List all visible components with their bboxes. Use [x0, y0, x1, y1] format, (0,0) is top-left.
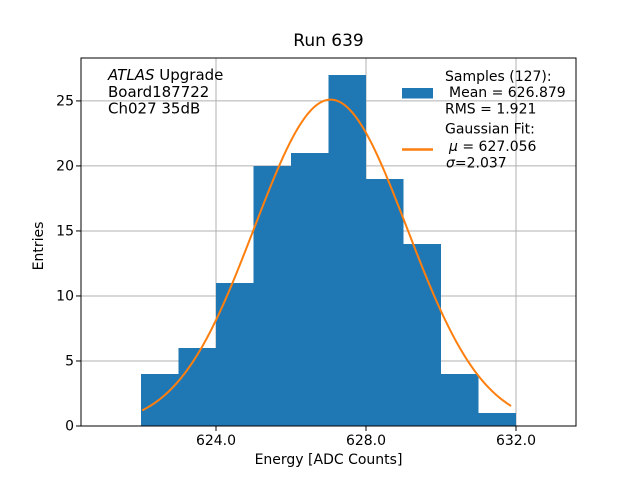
histogram-bar	[403, 244, 441, 426]
annotation-line-2: Board187722	[108, 83, 209, 101]
legend-samples-header: Samples (127):	[445, 69, 552, 85]
x-tick-label: 632.0	[496, 433, 536, 449]
y-tick-label: 25	[56, 93, 74, 109]
x-axis: 624.0 628.0 632.0	[196, 426, 536, 449]
annotation-atlas-italic: ATLAS	[107, 66, 155, 84]
legend-rms-value: RMS = 1.921	[445, 102, 536, 118]
legend-mean-value: Mean = 626.879	[449, 85, 566, 101]
gaussian-fit-curve	[141, 98, 512, 412]
annotation-line-3: Ch027 35dB	[108, 100, 200, 118]
annotation-block: ATLAS Upgrade Board187722 Ch027 35dB	[107, 66, 223, 118]
histogram-bar	[328, 74, 366, 427]
axes-frame	[80, 57, 577, 427]
x-tick-label: 624.0	[196, 433, 236, 449]
legend-sigma-number: =2.037	[455, 156, 507, 172]
legend-fit-header: Gaussian Fit:	[445, 122, 535, 138]
x-tick-label: 628.0	[346, 433, 386, 449]
y-tick-label: 5	[65, 353, 74, 369]
histogram-bar	[366, 178, 404, 426]
chart-title: Run 639	[293, 31, 363, 51]
y-tick-label: 20	[56, 158, 74, 174]
histogram-bar	[216, 283, 254, 426]
histogram-bar	[478, 413, 516, 426]
histogram-bar	[253, 165, 291, 426]
y-axis: 0 5 10 15 20 25	[56, 93, 81, 435]
histogram-bar	[291, 152, 329, 426]
legend-mu-number: = 627.056	[458, 139, 537, 155]
y-tick-label: 15	[56, 223, 74, 239]
annotation-upgrade: Upgrade	[154, 66, 223, 84]
y-tick-label: 0	[65, 419, 74, 435]
legend-mu-value: μ = 627.056	[448, 139, 537, 155]
histogram-bar	[178, 348, 216, 426]
legend: Samples (127): Mean = 626.879 RMS = 1.92…	[402, 69, 566, 172]
legend-sigma-symbol: σ	[446, 156, 456, 172]
x-axis-label: Energy [ADC Counts]	[255, 452, 403, 468]
annotation-line-1: ATLAS Upgrade	[107, 66, 223, 84]
histogram-bar	[441, 374, 479, 426]
legend-histogram-swatch	[402, 88, 433, 99]
legend-mu-symbol: μ	[448, 139, 458, 155]
y-axis-label: Entries	[31, 222, 47, 271]
y-tick-label: 10	[56, 288, 74, 304]
legend-sigma-value: σ=2.037	[446, 156, 507, 172]
